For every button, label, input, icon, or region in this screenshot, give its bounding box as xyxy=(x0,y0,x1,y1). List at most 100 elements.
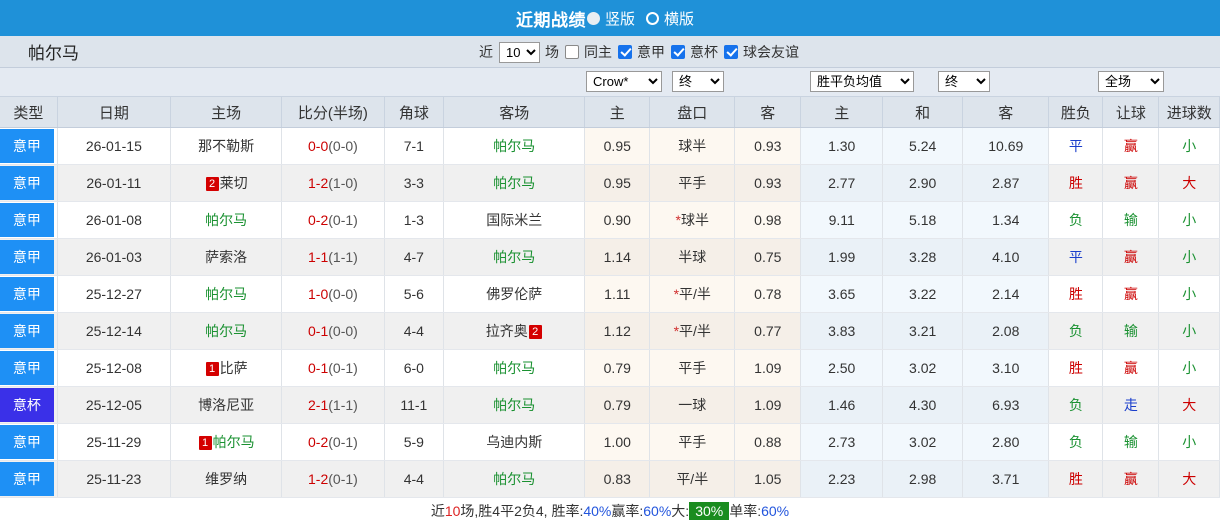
cell-away-team[interactable]: 帕尔马 xyxy=(443,164,586,202)
home-team-name[interactable]: 比萨 xyxy=(219,360,248,376)
league-badge[interactable]: 意甲 xyxy=(0,351,54,385)
col-eu-away[interactable]: 客 xyxy=(962,97,1050,128)
away-team-name[interactable]: 帕尔马 xyxy=(493,360,536,376)
home-team-name[interactable]: 帕尔马 xyxy=(205,286,248,302)
table-row[interactable]: 意甲 26-01-15 那不勒斯 0-0(0-0) 7-1 帕尔马 0.95 球半 0.93 1.… xyxy=(0,127,1220,165)
cell-type[interactable]: 意杯 xyxy=(0,386,58,424)
cell-home-team[interactable]: 帕尔马 xyxy=(170,201,283,239)
away-team-name[interactable]: 国际米兰 xyxy=(486,212,543,228)
cell-score[interactable]: 1-2(1-0) xyxy=(281,164,385,202)
view-mode-horizontal[interactable]: 横版 xyxy=(646,8,704,29)
col-ah-home[interactable]: 主 xyxy=(584,97,651,128)
col-ah-line[interactable]: 盘口 xyxy=(649,97,736,128)
col-date[interactable]: 日期 xyxy=(57,97,172,128)
league-badge[interactable]: 意甲 xyxy=(0,240,54,274)
view-mode-vertical[interactable]: 竖版 xyxy=(586,8,645,29)
league-seriea-checkbox[interactable] xyxy=(618,45,632,59)
cell-away-team[interactable]: 帕尔马 xyxy=(443,460,586,498)
away-team-name[interactable]: 佛罗伦萨 xyxy=(486,286,543,302)
league-cup-checkbox[interactable] xyxy=(671,45,685,59)
col-handicap-result[interactable]: 让球 xyxy=(1102,97,1160,128)
cell-home-team[interactable]: 1 帕尔马 xyxy=(170,423,283,461)
away-team-name[interactable]: 拉齐奥 xyxy=(485,323,528,339)
table-row[interactable]: 意杯 25-12-05 博洛尼亚 2-1(1-1) 11-1 帕尔马 0.79 一球 1.09 1… xyxy=(0,386,1220,424)
same-home-checkbox[interactable] xyxy=(565,45,579,59)
col-score[interactable]: 比分(半场) xyxy=(281,97,385,128)
cell-score[interactable]: 0-2(0-1) xyxy=(281,201,385,239)
table-row[interactable]: 意甲 26-01-03 萨索洛 1-1(1-1) 4-7 帕尔马 1.14 半球 0.75 1.9… xyxy=(0,238,1220,276)
cell-home-team[interactable]: 2 莱切 xyxy=(170,164,283,202)
cell-type[interactable]: 意甲 xyxy=(0,201,58,239)
away-team-name[interactable]: 帕尔马 xyxy=(493,175,536,191)
cell-away-team[interactable]: 帕尔马 xyxy=(443,386,586,424)
home-team-name[interactable]: 萨索洛 xyxy=(205,249,248,265)
cell-home-team[interactable]: 博洛尼亚 xyxy=(170,386,283,424)
cell-away-team[interactable]: 帕尔马 xyxy=(443,349,586,387)
odds-type-select[interactable]: 胜平负均值 xyxy=(810,71,914,92)
league-badge[interactable]: 意甲 xyxy=(0,277,54,311)
cell-score[interactable]: 0-1(0-1) xyxy=(281,349,385,387)
col-type[interactable]: 类型 xyxy=(0,97,58,128)
cell-type[interactable]: 意甲 xyxy=(0,238,58,276)
table-row[interactable]: 意甲 25-11-23 维罗纳 1-2(0-1) 4-4 帕尔马 0.83 平/半 1.05 2.… xyxy=(0,460,1220,498)
home-team-name[interactable]: 帕尔马 xyxy=(212,434,255,450)
cell-home-team[interactable]: 帕尔马 xyxy=(170,312,283,350)
match-count-select[interactable]: 10 xyxy=(499,41,540,63)
away-team-name[interactable]: 乌迪内斯 xyxy=(486,434,543,450)
home-team-name[interactable]: 博洛尼亚 xyxy=(198,397,255,413)
cell-home-team[interactable]: 维罗纳 xyxy=(170,460,283,498)
radio-selected-icon[interactable] xyxy=(586,11,600,25)
away-team-name[interactable]: 帕尔马 xyxy=(493,249,536,265)
cell-score[interactable]: 1-0(0-0) xyxy=(281,275,385,313)
table-row[interactable]: 意甲 25-12-08 1 比萨 0-1(0-1) 6-0 帕尔马 0.79 平手 1.09 2.5… xyxy=(0,349,1220,387)
cell-away-team[interactable]: 佛罗伦萨 xyxy=(443,275,586,313)
cell-type[interactable]: 意甲 xyxy=(0,423,58,461)
cell-score[interactable]: 0-2(0-1) xyxy=(281,423,385,461)
league-badge[interactable]: 意甲 xyxy=(0,166,54,200)
cell-score[interactable]: 0-0(0-0) xyxy=(281,127,385,165)
cell-type[interactable]: 意甲 xyxy=(0,312,58,350)
cell-score[interactable]: 2-1(1-1) xyxy=(281,386,385,424)
cell-home-team[interactable]: 那不勒斯 xyxy=(170,127,283,165)
odds-company-select[interactable]: Crow* xyxy=(586,71,662,92)
cell-home-team[interactable]: 萨索洛 xyxy=(170,238,283,276)
odds-stage-select[interactable]: 终 xyxy=(938,71,990,92)
league-badge[interactable]: 意甲 xyxy=(0,462,54,496)
cell-score[interactable]: 1-2(0-1) xyxy=(281,460,385,498)
league-badge[interactable]: 意甲 xyxy=(0,314,54,348)
table-row[interactable]: 意甲 25-11-29 1 帕尔马 0-2(0-1) 5-9 乌迪内斯 1.00 平手 0.88 2… xyxy=(0,423,1220,461)
cell-away-team[interactable]: 国际米兰 xyxy=(443,201,586,239)
cell-type[interactable]: 意甲 xyxy=(0,164,58,202)
cell-away-team[interactable]: 帕尔马 xyxy=(443,127,586,165)
col-ah-away[interactable]: 客 xyxy=(734,97,802,128)
table-row[interactable]: 意甲 26-01-11 2 莱切 1-2(1-0) 3-3 帕尔马 0.95 平手 0.93 2.7… xyxy=(0,164,1220,202)
table-row[interactable]: 意甲 25-12-27 帕尔马 1-0(0-0) 5-6 佛罗伦萨 1.11 *平/半 0.78… xyxy=(0,275,1220,313)
away-team-name[interactable]: 帕尔马 xyxy=(493,397,536,413)
col-goals-result[interactable]: 进球数 xyxy=(1158,97,1220,128)
cell-score[interactable]: 0-1(0-0) xyxy=(281,312,385,350)
cell-score[interactable]: 1-1(1-1) xyxy=(281,238,385,276)
league-badge[interactable]: 意甲 xyxy=(0,129,54,163)
league-badge[interactable]: 意杯 xyxy=(0,388,54,422)
radio-unselected-icon[interactable] xyxy=(646,11,659,25)
league-friendly-checkbox[interactable] xyxy=(724,45,738,59)
away-team-name[interactable]: 帕尔马 xyxy=(493,138,536,154)
cell-away-team[interactable]: 帕尔马 xyxy=(443,238,586,276)
cell-type[interactable]: 意甲 xyxy=(0,460,58,498)
table-row[interactable]: 意甲 25-12-14 帕尔马 0-1(0-0) 4-4 拉齐奥 2 1.12 *平/半 0.77… xyxy=(0,312,1220,350)
col-eu-home[interactable]: 主 xyxy=(800,97,884,128)
col-corner[interactable]: 角球 xyxy=(384,97,445,128)
col-result[interactable]: 胜负 xyxy=(1048,97,1104,128)
handicap-stage-select[interactable]: 终 xyxy=(672,71,724,92)
cell-type[interactable]: 意甲 xyxy=(0,275,58,313)
cell-away-team[interactable]: 拉齐奥 2 xyxy=(443,312,586,350)
home-team-name[interactable]: 帕尔马 xyxy=(205,212,248,228)
home-team-name[interactable]: 莱切 xyxy=(219,175,248,191)
home-team-name[interactable]: 那不勒斯 xyxy=(198,138,255,154)
col-eu-draw[interactable]: 和 xyxy=(882,97,964,128)
home-team-name[interactable]: 维罗纳 xyxy=(205,471,248,487)
table-row[interactable]: 意甲 26-01-08 帕尔马 0-2(0-1) 1-3 国际米兰 0.90 *球半 0.98 9… xyxy=(0,201,1220,239)
cell-home-team[interactable]: 1 比萨 xyxy=(170,349,283,387)
cell-type[interactable]: 意甲 xyxy=(0,349,58,387)
cell-away-team[interactable]: 乌迪内斯 xyxy=(443,423,586,461)
